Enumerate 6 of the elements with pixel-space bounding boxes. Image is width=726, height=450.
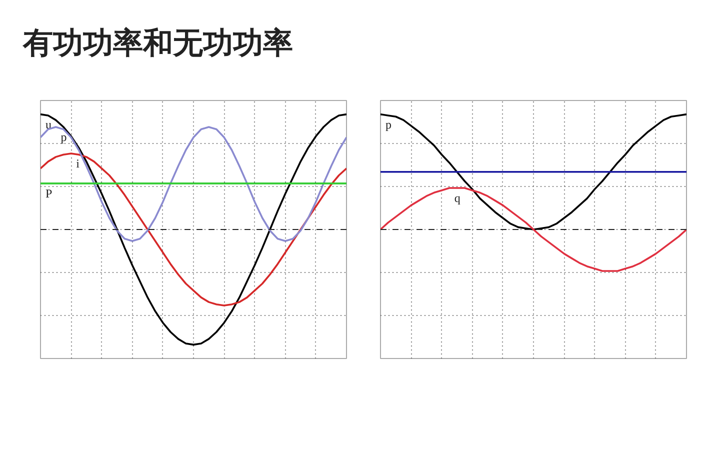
- series-label: i: [76, 156, 80, 170]
- series-label: p: [386, 117, 392, 132]
- series-label: q: [454, 191, 460, 206]
- series-label: p: [60, 130, 67, 144]
- series-label: P: [46, 186, 52, 200]
- chart-title: 有功功率和无功功率: [23, 25, 293, 63]
